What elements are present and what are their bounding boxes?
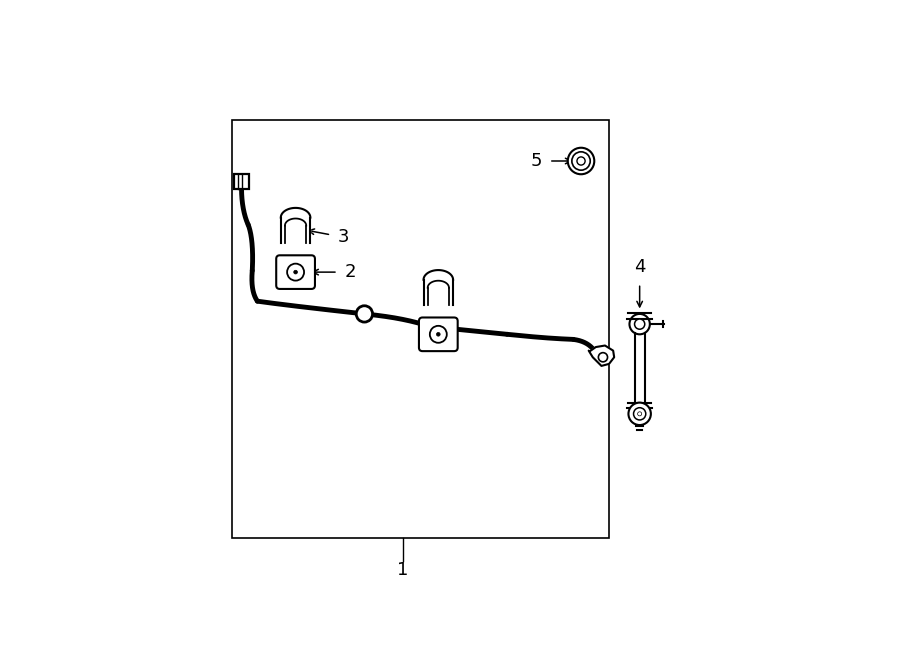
Circle shape: [634, 319, 644, 329]
Circle shape: [356, 306, 373, 322]
Circle shape: [568, 148, 594, 174]
Circle shape: [628, 402, 651, 425]
Text: 2: 2: [345, 263, 356, 281]
Circle shape: [634, 408, 646, 420]
Circle shape: [598, 353, 608, 362]
Bar: [232, 120, 609, 538]
Circle shape: [637, 412, 642, 416]
FancyBboxPatch shape: [418, 318, 458, 351]
Text: 3: 3: [338, 228, 349, 246]
Circle shape: [572, 152, 590, 170]
Text: 4: 4: [634, 258, 645, 276]
FancyBboxPatch shape: [276, 256, 315, 289]
Circle shape: [430, 326, 446, 343]
Circle shape: [436, 332, 440, 336]
Text: 5: 5: [530, 152, 542, 170]
Circle shape: [577, 157, 585, 165]
Bar: [234, 173, 248, 189]
Circle shape: [629, 314, 650, 334]
Text: 1: 1: [397, 561, 409, 579]
Circle shape: [287, 263, 304, 281]
Circle shape: [293, 270, 297, 274]
Circle shape: [422, 318, 439, 335]
Polygon shape: [589, 346, 614, 366]
